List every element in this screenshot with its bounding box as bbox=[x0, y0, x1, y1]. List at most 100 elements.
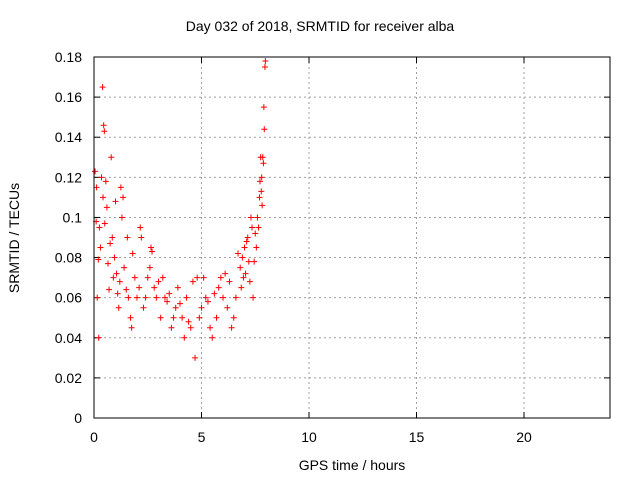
data-point bbox=[100, 122, 107, 129]
data-point bbox=[261, 64, 268, 71]
data-point bbox=[113, 270, 120, 277]
x-tick-label: 10 bbox=[301, 429, 317, 445]
data-point bbox=[185, 318, 192, 325]
y-tick-label: 0.02 bbox=[55, 370, 82, 386]
data-point bbox=[242, 270, 249, 277]
data-point bbox=[255, 224, 262, 231]
data-point bbox=[99, 84, 106, 91]
data-point bbox=[256, 178, 263, 185]
data-point bbox=[131, 274, 138, 281]
data-point bbox=[98, 174, 105, 181]
data-point bbox=[202, 294, 209, 301]
data-point bbox=[209, 334, 216, 341]
data-point bbox=[164, 298, 171, 305]
data-point bbox=[194, 274, 201, 281]
y-tick-label: 0.16 bbox=[55, 89, 82, 105]
y-tick-label: 0.1 bbox=[63, 209, 83, 225]
data-point bbox=[146, 264, 153, 271]
data-point bbox=[258, 174, 265, 181]
data-point bbox=[95, 334, 102, 341]
data-point bbox=[232, 294, 239, 301]
data-point bbox=[144, 274, 151, 281]
y-tick-label: 0.04 bbox=[55, 330, 82, 346]
x-tick-label: 5 bbox=[198, 429, 206, 445]
data-point bbox=[97, 244, 104, 251]
data-point bbox=[261, 126, 268, 133]
data-point bbox=[243, 238, 250, 245]
x-axis: 0 5 10 15 20 bbox=[90, 57, 532, 445]
data-point bbox=[149, 248, 156, 255]
data-point bbox=[104, 260, 111, 267]
data-point bbox=[128, 324, 135, 331]
data-point bbox=[260, 160, 267, 167]
y-tick-label: 0.18 bbox=[55, 49, 82, 65]
data-point bbox=[111, 254, 118, 261]
data-point bbox=[103, 204, 110, 211]
data-point bbox=[138, 234, 145, 241]
data-point bbox=[252, 230, 259, 237]
data-point bbox=[249, 224, 256, 231]
data-point bbox=[92, 168, 99, 175]
data-point bbox=[217, 274, 224, 281]
data-point bbox=[220, 294, 226, 301]
data-point bbox=[239, 254, 246, 261]
data-point bbox=[142, 294, 149, 301]
data-point bbox=[106, 286, 113, 293]
data-point bbox=[94, 294, 101, 301]
data-point bbox=[226, 278, 233, 285]
data-point bbox=[211, 290, 218, 297]
data-point bbox=[262, 58, 269, 65]
data-point bbox=[159, 274, 166, 281]
data-point bbox=[247, 214, 254, 221]
data-point bbox=[151, 284, 158, 291]
data-point bbox=[112, 198, 119, 205]
data-point bbox=[179, 314, 186, 321]
data-point bbox=[246, 278, 253, 285]
data-point bbox=[244, 234, 251, 241]
data-point bbox=[222, 270, 229, 277]
data-point bbox=[181, 334, 188, 341]
data-point bbox=[198, 304, 205, 311]
data-point bbox=[254, 214, 261, 221]
data-point bbox=[136, 284, 143, 291]
data-point bbox=[224, 304, 231, 311]
data-point bbox=[260, 104, 267, 111]
data-point bbox=[161, 294, 168, 301]
data-point bbox=[204, 298, 211, 305]
data-point bbox=[153, 294, 160, 301]
data-point bbox=[101, 128, 108, 135]
data-point bbox=[155, 278, 162, 285]
y-tick-label: 0.06 bbox=[55, 290, 82, 306]
data-point bbox=[121, 264, 128, 271]
data-point bbox=[213, 314, 220, 321]
data-point bbox=[259, 154, 266, 161]
data-point bbox=[235, 250, 242, 257]
data-point bbox=[183, 294, 190, 301]
data-point bbox=[258, 188, 265, 195]
plot-frame bbox=[93, 56, 611, 419]
data-point bbox=[187, 324, 194, 331]
data-point bbox=[95, 256, 102, 263]
data-point bbox=[196, 314, 203, 321]
data-point bbox=[157, 314, 164, 321]
data-point bbox=[115, 304, 122, 311]
data-point bbox=[129, 250, 136, 257]
data-point bbox=[230, 314, 237, 321]
data-point bbox=[241, 244, 248, 251]
data-point bbox=[110, 274, 117, 281]
data-point bbox=[238, 284, 245, 291]
data-point bbox=[253, 244, 260, 251]
data-point bbox=[228, 324, 235, 331]
data-point bbox=[100, 194, 107, 201]
data-point bbox=[207, 324, 214, 331]
data-point bbox=[101, 220, 108, 227]
x-tick-label: 15 bbox=[409, 429, 425, 445]
scatter-series-srmtid bbox=[92, 58, 269, 361]
data-point bbox=[127, 314, 134, 321]
data-point bbox=[125, 294, 132, 301]
chart-title: Day 032 of 2018, SRMTID for receiver alb… bbox=[185, 18, 455, 34]
data-point bbox=[177, 300, 183, 307]
data-point bbox=[192, 354, 199, 361]
data-point bbox=[134, 294, 140, 301]
